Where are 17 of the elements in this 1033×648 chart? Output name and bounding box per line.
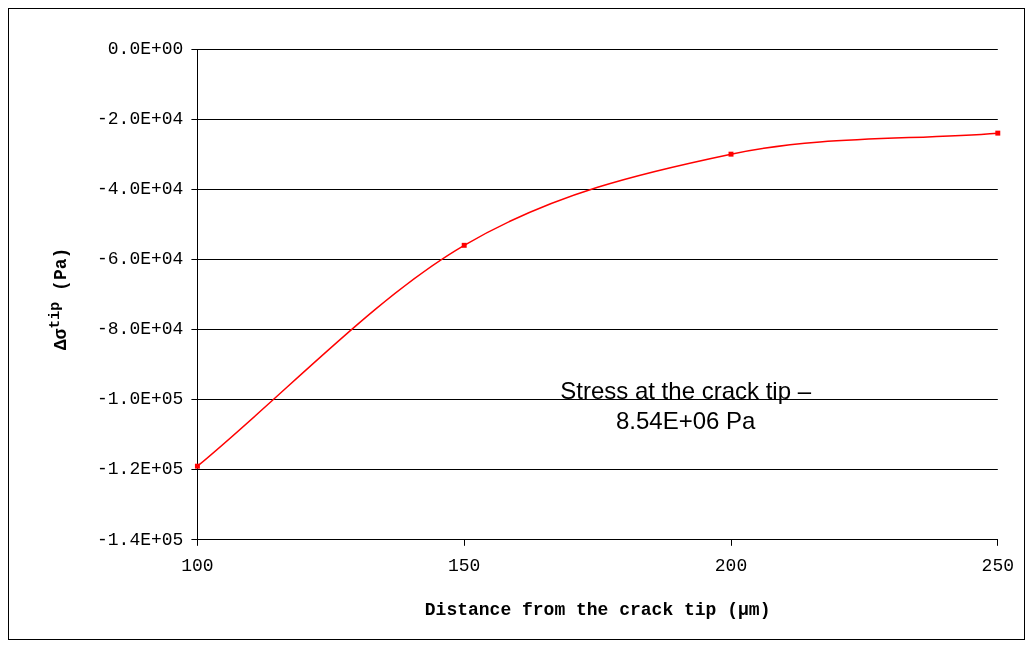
annotation: Stress at the crack tip – 8.54E+06 Pa — [560, 376, 812, 434]
x-tick-label: 150 — [448, 556, 481, 577]
point — [461, 242, 467, 248]
y-tick-label: -4.0E+04 — [96, 178, 184, 199]
x-tick-label: 250 — [981, 556, 1014, 577]
x-tick-label: 200 — [714, 556, 748, 577]
y-tick-label: -1.0E+05 — [96, 389, 184, 410]
x-tick-label: 100 — [181, 556, 214, 577]
x-axis-title: Distance from the crack tip (μm) — [424, 599, 771, 620]
point — [194, 463, 200, 469]
y-tick-label: -8.0E+04 — [96, 319, 184, 340]
point — [995, 130, 1001, 136]
y-tick-label: -1.4E+05 — [96, 529, 184, 550]
y-tick-label: -6.0E+04 — [96, 249, 184, 270]
y-tick-label: -2.0E+04 — [96, 108, 184, 129]
y-tick-label: 0.0E+00 — [107, 38, 184, 59]
y-tick-label: -1.2E+05 — [96, 459, 184, 480]
